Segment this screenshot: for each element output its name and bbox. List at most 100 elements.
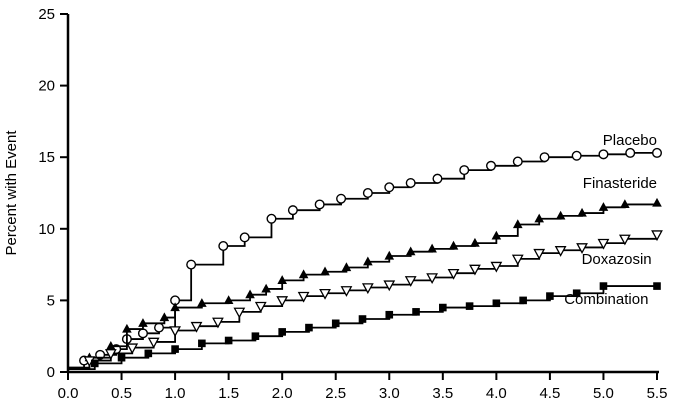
marker-triangle-down [233,307,246,319]
marker-triangle-up [341,262,352,272]
marker-triangle-down [319,288,331,300]
marker-square [465,302,474,310]
marker-circle-open [625,147,636,158]
marker-triangle-up [405,246,416,256]
x-tick-label: 0.5 [111,385,132,402]
marker-square [546,292,554,300]
marker-triangle-up [512,219,523,229]
series-label-placebo: Placebo [603,132,657,149]
marker-circle-open [186,259,197,270]
marker-triangle-down [190,321,203,333]
marker-square [251,332,260,340]
x-tick-label: 4.5 [539,385,560,402]
marker-square [519,296,527,305]
marker-triangle-down [469,264,481,276]
marker-square [331,319,340,328]
marker-triangle-up [620,199,630,209]
marker-square [358,315,367,323]
marker-circle-open [598,149,609,160]
marker-triangle-up [427,243,437,253]
x-tick-label: 3.0 [379,385,400,402]
marker-circle-open [432,173,443,184]
marker-triangle-down [297,291,310,303]
marker-square [278,328,286,336]
marker-square [572,289,581,298]
series-label-finasteride: Finasteride [583,175,657,192]
marker-triangle-up [277,275,287,284]
marker-triangle-up [384,250,395,260]
marker-triangle-down [490,261,503,273]
marker-circle-open [486,160,497,171]
marker-square [599,282,608,290]
series-label-doxazosin: Doxazosin [582,251,652,268]
plot-area: 0 5 10 15 20 25 0.0 0.5 1.0 1.5 2.0 2.5 3.0 3.5 4.0 4.5… [38,6,667,402]
marker-triangle-down [511,254,524,266]
y-axis-title: Percent with Event [3,130,20,256]
x-tick-label: 2.5 [325,385,346,402]
x-tick-label: 1.0 [165,385,186,402]
marker-square [144,349,153,358]
marker-triangle-up [363,256,373,266]
marker-triangle-up [170,302,180,312]
marker-circle-open [239,232,250,243]
marker-triangle-up [106,341,116,350]
marker-circle-open [287,205,298,216]
series-line-combination [68,285,657,371]
y-tick-label: 5 [47,292,55,309]
marker-triangle-down [212,317,224,329]
marker-triangle-up [598,202,609,211]
series-label-combination: Combination [564,291,648,308]
marker-circle-open [459,165,470,176]
marker-triangle-up [298,269,309,279]
marker-triangle-down [104,349,117,360]
marker-triangle-up [491,230,502,240]
marker-circle-open [336,193,347,204]
marker-triangle-down [576,243,588,254]
y-tick-label: 15 [38,149,55,166]
marker-circle-open [266,213,277,224]
marker-triangle-up [245,289,255,299]
marker-triangle-down [126,343,139,355]
marker-circle-open [154,322,165,333]
marker-triangle-down [651,230,663,242]
marker-triangle-up [197,298,207,307]
marker-triangle-down [169,326,181,338]
marker-triangle-up [122,323,132,333]
marker-triangle-up [448,240,459,250]
series-line-placebo [68,152,657,369]
marker-square [117,353,126,362]
x-tick-label: 2.0 [272,385,293,402]
marker-triangle-up [555,210,566,220]
marker-square [171,345,179,353]
x-tick-label: 5.0 [593,385,614,402]
marker-circle-open [362,187,373,198]
marker-triangle-down [618,234,631,246]
marker-square [198,339,206,348]
marker-triangle-up [577,207,587,217]
marker-circle-open [571,150,582,161]
marker-circle-open [314,199,325,210]
marker-circle-open [384,182,395,193]
marker-triangle-down [447,268,460,280]
marker-triangle-up [652,197,662,207]
marker-triangle-up [534,213,544,223]
marker-square [385,310,394,319]
marker-triangle-down [147,337,160,349]
marker-triangle-up [138,318,148,327]
marker-circle-open [652,147,663,158]
marker-triangle-down [383,280,396,292]
marker-circle-open [218,240,229,251]
marker-square [90,359,99,368]
y-tick-label: 25 [38,6,55,23]
x-tick-label: 1.5 [218,385,239,402]
marker-triangle-down [404,276,417,287]
marker-triangle-down [533,248,546,260]
y-tick-label: 0 [47,364,55,381]
marker-square [653,282,661,290]
x-tick-label: 0.0 [58,385,79,402]
marker-triangle-down [361,283,374,295]
x-tick-label: 4.0 [486,385,507,402]
marker-square [439,303,447,312]
